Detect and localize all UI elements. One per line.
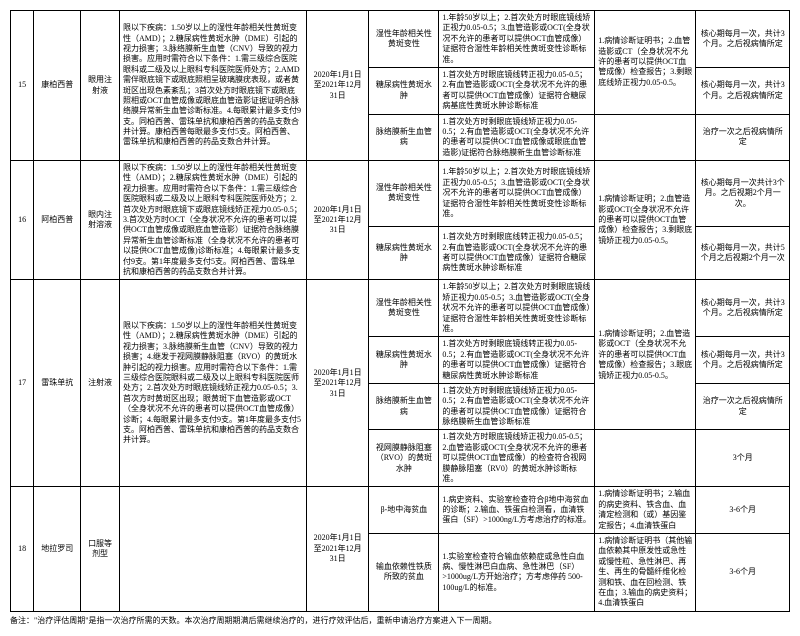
description: 限以下疾病：1.50岁以上的湿性年龄相关性黄斑变性（AMD）；2.糖尿病性黄斑水…	[120, 161, 307, 280]
note: 1.病情诊断证明书（其他输血依赖其中原发性或急性或慢性粒、急性淋巴、再生、再生的…	[595, 533, 696, 611]
table-row: 18地拉罗司口服等剂型2020年1月1日至2021年12月31日β-地中海贫血1…	[11, 487, 790, 534]
period: 核心期每月一次共计3个月。之后视期2个月一次。	[696, 161, 790, 227]
note: 1.病情诊断证明；2.血管造影或OCT(全身状况不允许的患者可以提供OCT血管成…	[595, 161, 696, 280]
detail: 1.首次处方时眼底镜线矫正视力0.05-0.5；2.血管造影或OCT(全身状况不…	[439, 430, 595, 487]
period: 核心期每月一次，共计3个月。之后视病情所定	[696, 280, 790, 337]
note	[595, 114, 696, 161]
condition: 湿性年龄相关性黄斑变性	[369, 161, 439, 227]
detail: 1.首次处方时剩眼底线转正视力0.05-0.5；2.有血管造影或OCT(全身状况…	[439, 226, 595, 280]
description: 限以下疾病：1.50岁以上的湿性年龄相关性黄斑变性（AMD）；2.糖尿病性黄斑水…	[120, 280, 307, 487]
detail: 1.实验室检查符合输血依赖症或急性白血病、慢性淋巴白血病、急性淋巴（SF）>10…	[439, 533, 595, 611]
period: 核心期每月一次，共计3个月。之后视病情所定	[696, 67, 790, 114]
condition: 输血依赖性铁质所致的贫血	[369, 533, 439, 611]
period: 核心期每月一次，共计3个月。之后视病情所定	[696, 11, 790, 68]
note: 1.病情诊断证明书；2.输血的病史资料、铁含血、血清定检测和（或）基因鉴定报告；…	[595, 487, 696, 534]
condition: β-地中海贫血	[369, 487, 439, 534]
dosage-form: 口服等剂型	[81, 487, 120, 611]
detail: 1.年龄50岁以上；2.首次处方时眼底镜线矫正视力0.05-0.5；3.血管造影…	[439, 11, 595, 68]
condition: 湿性年龄相关性黄斑变性	[369, 280, 439, 337]
period: 3-6个月	[696, 533, 790, 611]
detail: 1.病史资料、实验室检查符合β地中海贫血的诊断；2.输血、铁蛋白检测看，血清铁蛋…	[439, 487, 595, 534]
table-row: 17雷珠单抗注射液限以下疾病：1.50岁以上的湿性年龄相关性黄斑变性（AMD）；…	[11, 280, 790, 337]
table-row: 16阿柏西普眼内注射溶液限以下疾病：1.50岁以上的湿性年龄相关性黄斑变性（AM…	[11, 161, 790, 227]
drug-name: 阿柏西普	[34, 161, 81, 280]
description: 限以下疾病：1.50岁以上的湿性年龄相关性黄斑变性（AMD）；2.糖尿病性黄斑水…	[120, 11, 307, 161]
detail: 1.首次处方时眼底镜线转正视力0.05-0.5；2.有血管造影或OCT(全身状况…	[439, 67, 595, 114]
description	[120, 487, 307, 611]
detail: 1.年龄50岁以上；2.首次处方时眼底镜线矫正视力0.05-0.5；3.血管造影…	[439, 161, 595, 227]
footnote-text: 备注："治疗评估周期"是指一次治疗所需的天数。本次治疗周期期满后需继续治疗的，进…	[10, 616, 790, 626]
condition: 糖尿病性黄斑水肿	[369, 67, 439, 114]
condition: 脉络膜新生血管病	[369, 114, 439, 161]
condition: 视网膜静脉阻塞（RVO）的黄斑水肿	[369, 430, 439, 487]
detail: 1.年龄50岁以上；2.首次处方时剩眼底镜线矫正视力0.05-0.5；3.血管造…	[439, 280, 595, 337]
condition: 脉络膜新生血管病	[369, 383, 439, 430]
row-number: 18	[11, 487, 34, 611]
medication-table: 15康柏西普眼用注射液限以下疾病：1.50岁以上的湿性年龄相关性黄斑变性（AMD…	[10, 10, 790, 612]
note: 1.病情诊断证明书；2.血管造影或CT（全身状况不允许的患者可以提供OCT血管成…	[595, 11, 696, 115]
period: 核心期每月一次，共计5个月之后视期2个月一次	[696, 226, 790, 280]
detail: 1.首次处方时剩眼底镜线矫正视力0.05-0.5；2.有血管造影或OCT(全身状…	[439, 114, 595, 161]
row-number: 15	[11, 11, 34, 161]
condition: 糖尿病性黄斑水肿	[369, 226, 439, 280]
dosage-form: 眼用注射液	[81, 11, 120, 161]
condition: 湿性年龄相关性黄斑变性	[369, 11, 439, 68]
period: 治疗一次之后视病情所定	[696, 114, 790, 161]
period: 3-6个月	[696, 487, 790, 534]
date-range: 2020年1月1日至2021年12月31日	[306, 161, 368, 280]
date-range: 2020年1月1日至2021年12月31日	[306, 11, 368, 161]
detail: 1.首次处方时剩眼底镜线转正视力0.05-0.5；2.有血管造影或OCT(全身状…	[439, 337, 595, 384]
note	[595, 430, 696, 487]
period: 核心期每月一次，共计3个月。之后视病情所定	[696, 337, 790, 384]
dosage-form: 注射液	[81, 280, 120, 487]
condition: 糖尿病性黄斑水肿	[369, 337, 439, 384]
note: 1.病情诊断证明；2.血管造影或OCT（全身状况不允许的患者可以提供OCT血管成…	[595, 280, 696, 430]
drug-name: 雷珠单抗	[34, 280, 81, 487]
drug-name: 地拉罗司	[34, 487, 81, 611]
detail: 1.首次处方时剩眼底镜线矫正视力0.05-0.5；2.有血管造影或OCT(全身状…	[439, 383, 595, 430]
dosage-form: 眼内注射溶液	[81, 161, 120, 280]
period: 3个月	[696, 430, 790, 487]
row-number: 17	[11, 280, 34, 487]
period: 治疗一次之后视病情所定	[696, 383, 790, 430]
row-number: 16	[11, 161, 34, 280]
drug-name: 康柏西普	[34, 11, 81, 161]
date-range: 2020年1月1日至2021年12月31日	[306, 280, 368, 487]
date-range: 2020年1月1日至2021年12月31日	[306, 487, 368, 611]
table-row: 15康柏西普眼用注射液限以下疾病：1.50岁以上的湿性年龄相关性黄斑变性（AMD…	[11, 11, 790, 68]
